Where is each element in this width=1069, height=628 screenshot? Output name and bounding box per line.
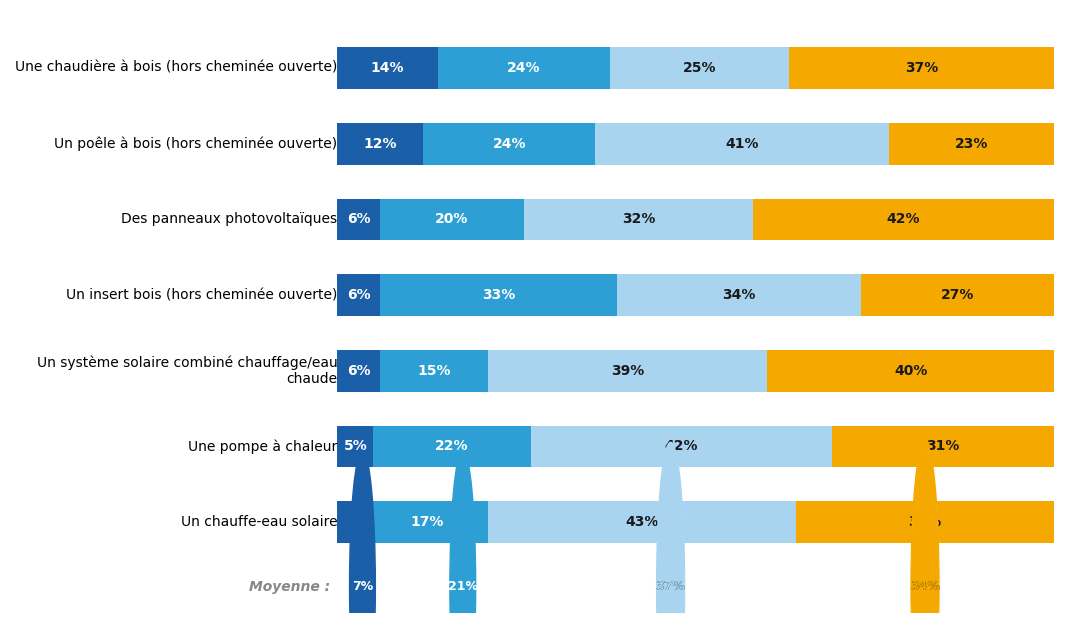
Bar	[338, 47, 437, 89]
Circle shape	[450, 450, 476, 628]
Bar	[381, 350, 487, 392]
Bar	[381, 198, 524, 240]
Bar	[753, 198, 1054, 240]
Text: 12%: 12%	[363, 137, 397, 151]
Text: 6%: 6%	[347, 364, 371, 378]
Text: Un insert bois (hors cheminée ouverte): Un insert bois (hors cheminée ouverte)	[66, 288, 338, 302]
Bar	[338, 198, 381, 240]
Circle shape	[657, 450, 683, 628]
Bar	[617, 274, 861, 316]
Bar	[832, 426, 1054, 467]
Text: 6%: 6%	[347, 288, 371, 302]
Text: Un chauffe-eau solaire: Un chauffe-eau solaire	[181, 515, 338, 529]
Text: 42%: 42%	[665, 440, 698, 453]
Text: Une pompe à chaleur: Une pompe à chaleur	[188, 439, 338, 453]
Text: Des panneaux photovoltaïques: Des panneaux photovoltaïques	[121, 212, 338, 226]
Text: 34%: 34%	[910, 580, 940, 593]
Bar	[423, 123, 595, 165]
Text: 21%: 21%	[448, 580, 478, 593]
Text: 34%: 34%	[722, 288, 756, 302]
Bar	[889, 123, 1054, 165]
Text: 37%: 37%	[655, 580, 685, 593]
Text: 32%: 32%	[622, 212, 655, 226]
Text: 25%: 25%	[682, 61, 716, 75]
Text: 24%: 24%	[493, 137, 526, 151]
Bar	[338, 123, 423, 165]
Bar	[524, 198, 753, 240]
Text: 20%: 20%	[435, 212, 468, 226]
Text: 40%: 40%	[894, 364, 928, 378]
Circle shape	[657, 450, 683, 628]
Text: 43%: 43%	[625, 515, 659, 529]
Text: 34%: 34%	[910, 580, 940, 593]
Bar	[796, 501, 1054, 543]
Circle shape	[912, 450, 938, 628]
Bar	[366, 501, 487, 543]
Text: Un poêle à bois (hors cheminée ouverte): Un poêle à bois (hors cheminée ouverte)	[55, 136, 338, 151]
Bar	[487, 350, 768, 392]
Bar	[338, 426, 373, 467]
Text: 5%: 5%	[343, 440, 367, 453]
Text: 39%: 39%	[611, 364, 645, 378]
Text: 6%: 6%	[347, 212, 371, 226]
Bar	[338, 350, 381, 392]
Text: 31%: 31%	[926, 440, 960, 453]
Text: 15%: 15%	[417, 364, 451, 378]
Text: Une chaudière à bois (hors cheminée ouverte): Une chaudière à bois (hors cheminée ouve…	[15, 61, 338, 75]
Circle shape	[912, 443, 939, 628]
Bar	[373, 426, 531, 467]
Text: 14%: 14%	[371, 61, 404, 75]
Text: 33%: 33%	[482, 288, 515, 302]
Bar	[595, 123, 889, 165]
Text: 37%: 37%	[904, 61, 939, 75]
Bar	[437, 47, 609, 89]
Text: 41%: 41%	[726, 137, 759, 151]
Bar	[338, 274, 381, 316]
Bar	[338, 501, 366, 543]
Bar	[789, 47, 1054, 89]
Text: 23%: 23%	[955, 137, 988, 151]
Bar	[861, 274, 1054, 316]
Text: 17%: 17%	[410, 515, 444, 529]
Text: Un système solaire combiné chauffage/eau
chaude: Un système solaire combiné chauffage/eau…	[36, 355, 338, 386]
Text: 37%: 37%	[655, 580, 685, 593]
Circle shape	[657, 443, 684, 628]
Circle shape	[350, 450, 375, 628]
Circle shape	[912, 450, 938, 628]
Bar	[768, 350, 1054, 392]
Bar	[487, 501, 796, 543]
Bar	[531, 426, 832, 467]
Text: 24%: 24%	[507, 61, 541, 75]
Text: 42%: 42%	[887, 212, 920, 226]
Text: Moyenne :: Moyenne :	[249, 580, 330, 593]
Text: 22%: 22%	[435, 440, 469, 453]
Bar	[381, 274, 617, 316]
Text: 27%: 27%	[941, 288, 974, 302]
Bar	[609, 47, 789, 89]
Text: 7%: 7%	[352, 580, 373, 593]
Text: 36%: 36%	[909, 515, 942, 529]
